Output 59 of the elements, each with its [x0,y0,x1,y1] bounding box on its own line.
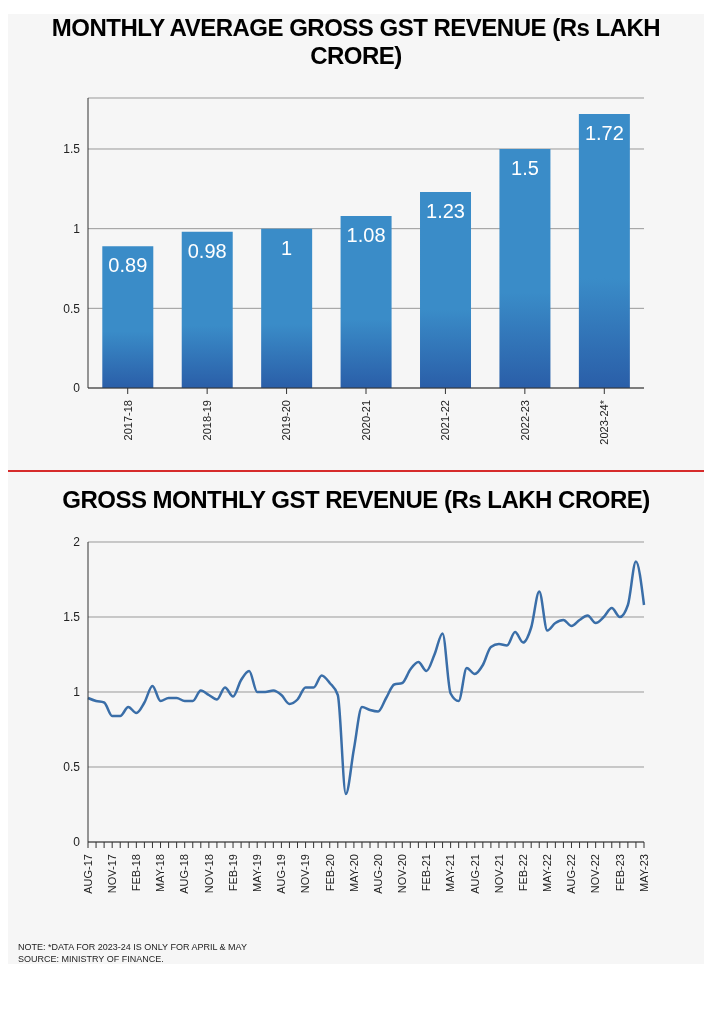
x-tick-label: MAY-20 [347,854,360,892]
x-tick-label: AUG-20 [371,854,384,894]
y-tick-label: 0.5 [63,760,81,775]
x-tick-label: AUG-19 [275,854,288,894]
x-tick-label: MAY-23 [637,854,650,892]
x-tick-label: MAY-22 [541,854,554,892]
y-tick-label: 0.5 [63,301,81,316]
y-tick-label: 1 [73,221,81,236]
x-tick-label: 2019-20 [280,400,293,441]
source-note: SOURCE: MINISTRY OF FINANCE. [18,954,165,964]
bar [578,113,630,388]
data-label: 0.89 [108,254,148,277]
chart-title: GROSS MONTHLY GST REVENUE (Rs LAKH CRORE) [61,486,651,514]
x-tick-label: AUG-21 [468,854,481,894]
x-tick-label: MAY-21 [444,854,457,892]
x-tick-label: FEB-22 [516,854,529,892]
text: NOTE: *DATA FOR 2023-24 IS ONLY FOR APRIL & MAY [18,942,248,952]
x-tick-label: AUG-17 [81,854,94,894]
x-tick-label: 2023-24* [598,399,611,445]
chart-title: MONTHLY AVERAGE GROSS GST REVENUE (Rs LAKH CRORE) [50,14,662,70]
x-tick-label: 2022-23 [518,400,531,441]
y-tick-label: 1.5 [63,142,81,157]
data-label: 0.98 [187,240,227,263]
x-tick-label: AUG-18 [178,854,191,894]
x-tick-label: NOV-18 [202,854,215,894]
y-tick-label: 2 [73,535,81,550]
x-tick-label: NOV-22 [589,854,602,894]
x-tick-label: FEB-21 [420,854,433,892]
data-label: 1.23 [426,200,465,223]
bar [102,246,154,388]
x-tick-label: NOV-20 [396,854,409,894]
x-tick-label: MAY-18 [154,854,167,892]
y-tick-label: 0 [73,381,81,396]
bar [340,215,392,388]
data-label: 1.5 [511,157,539,180]
y-tick-label: 1.5 [63,610,81,625]
bar [261,228,313,388]
x-tick-label: FEB-20 [323,854,336,892]
line-series [86,560,646,796]
y-tick-label: 1 [73,685,81,700]
data-label: 1.72 [584,122,624,145]
y-tick-label: 0 [73,835,81,850]
bar [499,148,551,388]
x-tick-label: FEB-23 [613,854,626,892]
x-tick-label: FEB-19 [226,854,239,892]
bar [181,231,233,388]
x-tick-label: NOV-19 [299,854,312,894]
x-tick-label: MAY-19 [251,854,264,892]
bar [420,192,472,388]
x-tick-label: 2018-19 [200,400,213,441]
x-tick-label: FEB-18 [130,854,143,892]
x-tick-label: NOV-21 [492,854,505,894]
x-tick-label: NOV-17 [105,854,118,894]
data-label: 1 [281,236,293,259]
x-tick-label: 2020-21 [359,400,372,441]
x-tick-label: 2017-18 [121,400,134,441]
data-label: 1.08 [346,224,386,247]
x-tick-label: AUG-22 [565,854,578,894]
x-tick-label: 2021-22 [439,400,452,441]
